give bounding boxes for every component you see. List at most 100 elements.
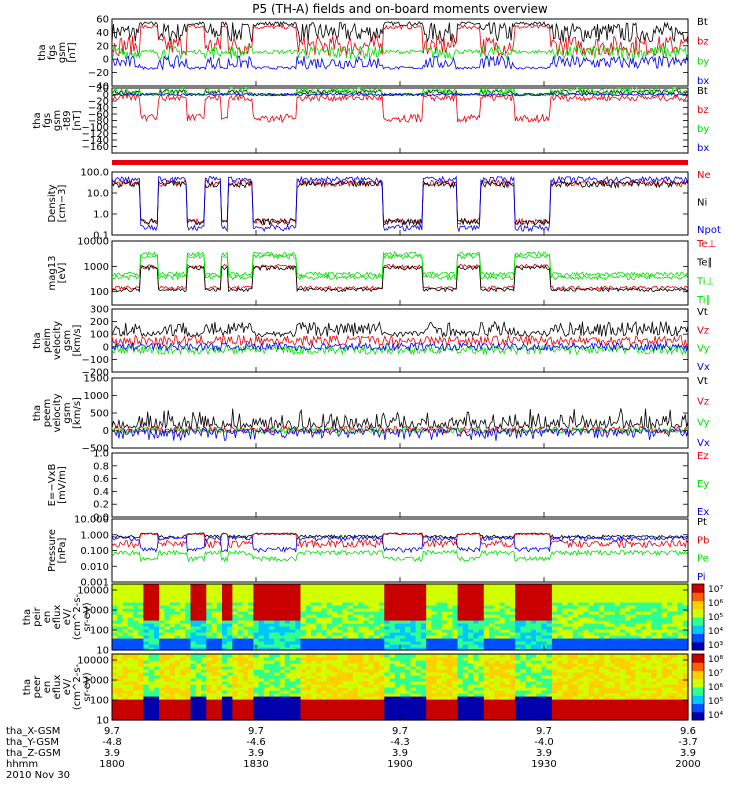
- heatmap-cell: [311, 584, 317, 588]
- heatmap-cell: [201, 584, 207, 588]
- heatmap-cell: [217, 584, 223, 588]
- y-axis-label: [mV/m]: [57, 466, 68, 504]
- heatmap-cell: [196, 654, 202, 658]
- heatmap-cell: [615, 584, 621, 588]
- heatmap-cell: [411, 654, 417, 658]
- y-tick-label: 1.0: [93, 210, 109, 221]
- heatmap-cell: [562, 584, 568, 588]
- heatmap-cell: [473, 584, 479, 588]
- legend-Pi: Pi: [697, 572, 706, 583]
- heatmap-cell: [306, 654, 312, 658]
- heatmap-cell: [505, 654, 511, 658]
- heatmap-cell: [557, 584, 563, 588]
- heatmap-cell: [431, 584, 437, 588]
- heatmap-cell: [143, 654, 149, 658]
- y-tick-label: 10.000: [74, 515, 109, 526]
- heatmap-cell: [479, 584, 485, 588]
- y-tick-label: 100.0: [80, 168, 109, 179]
- y-tick-label: 1.0: [93, 449, 109, 460]
- heatmap-cell: [484, 584, 490, 588]
- heatmap-cell: [641, 654, 647, 658]
- heatmap-cell: [651, 584, 657, 588]
- heatmap-cell: [447, 654, 453, 658]
- y-tick-label: 200: [90, 317, 109, 328]
- y-tick-label: 0: [103, 342, 109, 353]
- heatmap-cell: [123, 584, 129, 588]
- heatmap-cell: [316, 584, 322, 588]
- heatmap-cell: [269, 654, 275, 658]
- heatmap-cell: [259, 584, 265, 588]
- heatmap-cell: [201, 654, 207, 658]
- colorbar-swatch: [692, 584, 704, 593]
- heatmap-cell: [426, 654, 432, 658]
- heatmap-cell: [138, 584, 144, 588]
- heatmap-cell: [295, 584, 301, 588]
- colorbar-swatch: [692, 642, 704, 651]
- colorbar-swatch: [692, 601, 704, 610]
- heatmap-cell: [342, 584, 348, 588]
- colorbar-label: 10⁷: [708, 585, 723, 595]
- heatmap-cell: [667, 584, 673, 588]
- heatmap-cell: [610, 584, 616, 588]
- heatmap-cell: [248, 584, 254, 588]
- heatmap-cell: [636, 654, 642, 658]
- heatmap-cell: [337, 654, 343, 658]
- legend-Ni: Ni: [697, 198, 707, 209]
- heatmap-cell: [568, 654, 574, 658]
- heatmap-cell: [253, 584, 259, 588]
- legend-Pt: Pt: [697, 517, 707, 528]
- series-Pe: [112, 551, 688, 562]
- heatmap-cell: [489, 654, 495, 658]
- colorbar-swatch: [692, 592, 704, 601]
- heatmap-cell: [259, 654, 265, 658]
- legend-Ti∥: Ti∥: [696, 295, 711, 306]
- panel-frame: [112, 88, 688, 153]
- legend-Ey: Ey: [697, 479, 709, 490]
- heatmap-cell: [348, 654, 354, 658]
- heatmap-cell: [646, 584, 652, 588]
- heatmap-cell: [630, 584, 636, 588]
- heatmap-cell: [170, 654, 176, 658]
- heatmap-cell: [547, 654, 553, 658]
- heatmap-cell: [620, 584, 626, 588]
- heatmap-cell: [662, 584, 668, 588]
- panel-frame: [112, 519, 688, 582]
- heatmap-cell: [510, 654, 516, 658]
- heatmap-cell: [390, 584, 396, 588]
- heatmap-cell: [290, 584, 296, 588]
- y-axis-label: [nT]: [67, 42, 78, 62]
- colorbar-swatch: [692, 625, 704, 634]
- heatmap-cell: [154, 584, 160, 588]
- heatmap-cell: [379, 584, 385, 588]
- legend-Vt: Vt: [697, 376, 708, 387]
- heatmap-cell: [500, 584, 506, 588]
- heatmap-cell: [620, 654, 626, 658]
- heatmap-cell: [447, 584, 453, 588]
- y-tick-label: 0.100: [80, 546, 109, 557]
- legend-Vy: Vy: [697, 417, 710, 428]
- series-bz: [112, 95, 688, 123]
- heatmap-cell: [243, 654, 249, 658]
- heatmap-cell: [243, 584, 249, 588]
- heatmap-cell: [290, 654, 296, 658]
- heatmap-cell: [547, 584, 553, 588]
- heatmap-cell: [437, 654, 443, 658]
- heatmap-cell: [568, 584, 574, 588]
- legend-bz: bz: [697, 37, 709, 48]
- heatmap-cell: [238, 654, 244, 658]
- y-tick-label: 100: [90, 330, 109, 341]
- heatmap-cell: [353, 654, 359, 658]
- heatmap-cell: [552, 584, 558, 588]
- y-tick-label: 10000: [77, 237, 109, 248]
- y-axis-label: [nT]: [72, 110, 83, 130]
- heatmap-cell: [332, 584, 338, 588]
- heatmap-cell: [395, 654, 401, 658]
- heatmap-cell: [630, 654, 636, 658]
- heatmap-cell: [149, 654, 155, 658]
- series-Vx: [112, 343, 688, 351]
- heatmap-cell: [625, 584, 631, 588]
- heatmap-cell: [206, 584, 212, 588]
- heatmap-cell: [636, 584, 642, 588]
